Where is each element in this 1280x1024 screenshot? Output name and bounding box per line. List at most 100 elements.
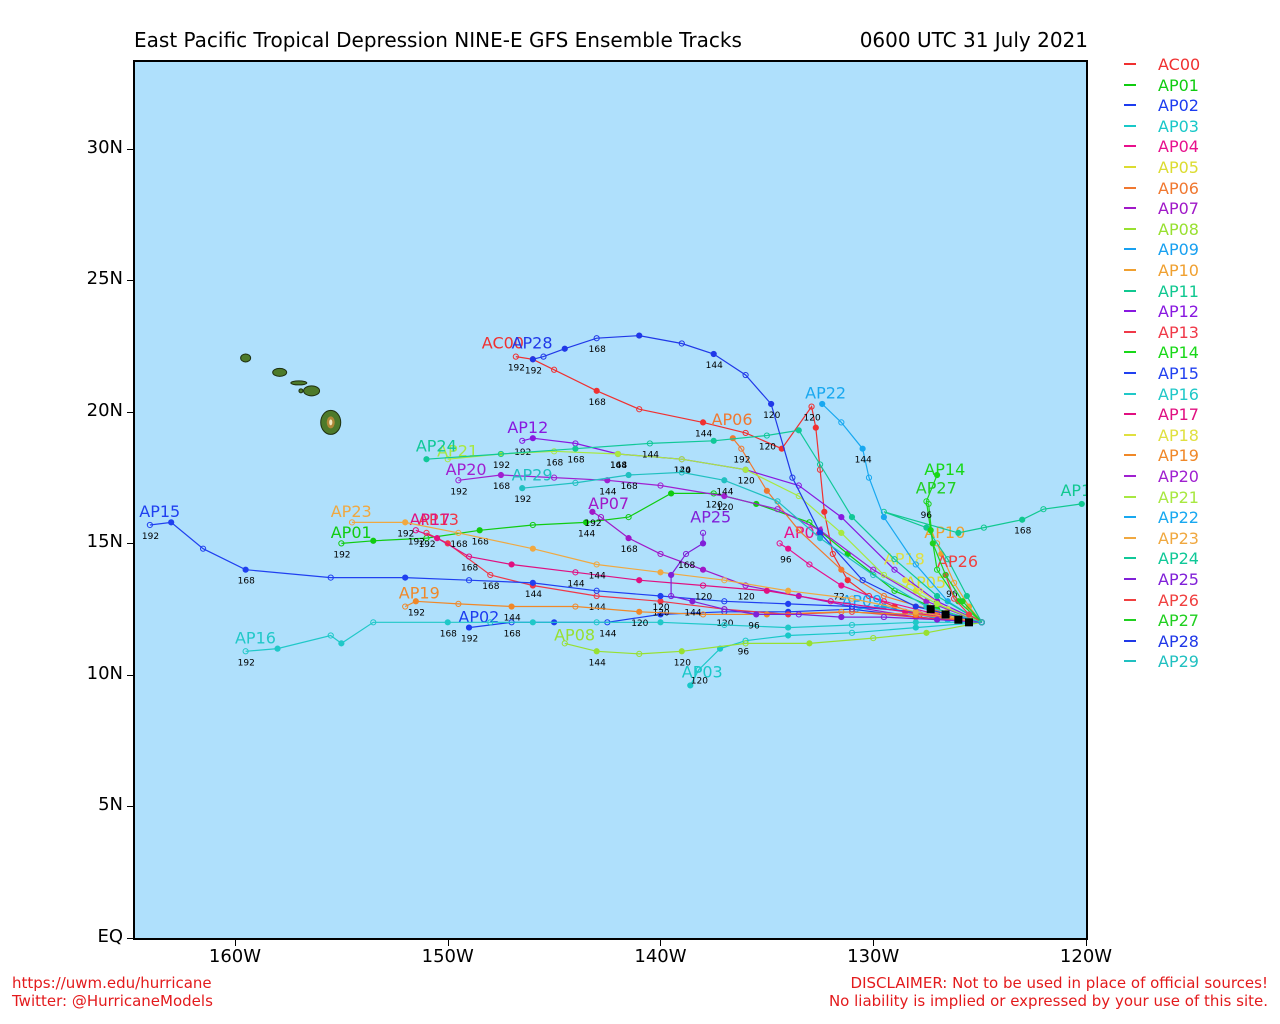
legend-item-ap08: AP08 [1120, 220, 1280, 240]
track-point [168, 519, 175, 526]
lat-tick-label: 20N [86, 399, 123, 421]
track-point [465, 624, 473, 631]
legend-label: AP28 [1158, 631, 1199, 651]
disclaimer-line-2: No liability is implied or expressed by … [828, 992, 1268, 1010]
track-point [865, 474, 873, 481]
forecast-hour-label: 120 [652, 603, 669, 613]
track-label: AP29 [512, 465, 553, 484]
legend-swatch [1124, 578, 1136, 580]
track-label: AP23 [331, 502, 372, 521]
track-point [844, 577, 851, 584]
forecast-hour-label: 168 [493, 482, 510, 492]
lat-tick-label: 15N [86, 531, 123, 553]
track-point [865, 592, 873, 600]
legend-swatch [1124, 619, 1136, 622]
track-point [593, 619, 600, 626]
track-point [338, 540, 345, 547]
track-ap11[interactable]: 168 AP11 [880, 481, 1086, 626]
forecast-hour-label: 144 [706, 361, 723, 371]
track-point [434, 535, 441, 542]
forecast-hour-label: 192 [493, 461, 510, 471]
legend-swatch [1124, 227, 1136, 230]
track-label: AP06 [712, 410, 753, 429]
track-point [785, 624, 792, 631]
legend-swatch [1124, 392, 1136, 395]
valid-time: 0600 UTC 31 July 2021 [859, 28, 1088, 52]
track-point [519, 485, 526, 492]
lon-tick-mark [660, 940, 662, 946]
track-ap22[interactable]: 144 AP22 [805, 384, 985, 626]
track-point [738, 445, 745, 452]
track-point [593, 561, 600, 568]
forecast-hour-label: 168 [504, 629, 521, 639]
forecast-hour-label: 192 [333, 550, 350, 560]
forecast-hour-label: 120 [716, 503, 733, 513]
track-point [657, 619, 664, 626]
track-label: AP14 [924, 460, 965, 479]
track-line [925, 474, 983, 623]
track-point [529, 579, 536, 586]
legend-label: AP15 [1158, 364, 1199, 383]
track-point [819, 400, 826, 408]
track-point [412, 598, 419, 605]
track-point [699, 540, 707, 547]
track-point [625, 535, 632, 542]
track-ap08[interactable]: 120 144 AP08 [554, 619, 985, 669]
track-ap19[interactable]: 120 144 192 AP19 [399, 584, 985, 629]
legend-label: AP02 [1158, 96, 1199, 116]
track-point [721, 621, 728, 629]
track-point [785, 632, 792, 639]
track-point [912, 561, 919, 568]
track-ap27[interactable]: 96 AP27 [916, 478, 985, 626]
track-label: AP01 [331, 523, 372, 542]
forecast-hour-label: 168 [567, 456, 584, 466]
track-point [753, 611, 760, 618]
track-point [942, 571, 949, 579]
track-point [838, 566, 845, 573]
island-shape [303, 385, 321, 397]
legend-item-ap12: AP12 [1120, 302, 1280, 322]
track-point [795, 611, 802, 618]
legend-label: AP01 [1158, 75, 1199, 95]
forecast-hour-label: 144 [589, 658, 606, 668]
track-point [487, 619, 494, 626]
forecast-hour-label: 168 [461, 564, 478, 574]
track-ap29[interactable]: 144 168 192 AP29 [512, 465, 985, 626]
track-point [933, 616, 941, 623]
track-point [929, 540, 936, 547]
forecast-hour-label: 120 [738, 592, 755, 602]
legend-swatch [1124, 207, 1136, 210]
forecast-hour-label: 192 [397, 529, 414, 539]
track-point [668, 571, 675, 579]
track-line [821, 403, 983, 623]
track-ap16[interactable]: 168 192 AP16 [235, 619, 985, 669]
footer-url[interactable]: https://uwm.edu/hurricane [12, 974, 212, 992]
legend-swatch [1124, 330, 1136, 333]
legend-item-ap09: AP09 [1120, 240, 1280, 260]
track-point [668, 490, 675, 497]
track-point [821, 508, 828, 515]
track-ap23[interactable]: 144 168 192 AP23 [331, 502, 985, 626]
lon-tick-label: 130W [847, 946, 900, 967]
track-map[interactable]: 120 144 168 192 AC00 120 144 168 192 AP01 120 144 16… [133, 60, 1088, 940]
track-label: AP15 [139, 502, 180, 521]
legend-item-ap03: AP03 [1120, 117, 1280, 137]
initial-position-markers [926, 605, 973, 627]
legend-swatch [1124, 83, 1136, 86]
legend-item-ap25: AP25 [1120, 570, 1280, 590]
legend-swatch [1124, 433, 1136, 436]
track-ap26[interactable]: AP26 [937, 552, 985, 626]
track-ap17[interactable]: 120 144 168 192 AP17 [408, 510, 985, 626]
track-point [959, 598, 966, 605]
track-point [710, 437, 717, 444]
legend-swatch [1124, 310, 1136, 313]
legend-label: AP13 [1158, 322, 1199, 342]
track-ap25[interactable]: 96 144 168 AP25 [668, 507, 985, 631]
track-label: AP28 [512, 334, 553, 353]
